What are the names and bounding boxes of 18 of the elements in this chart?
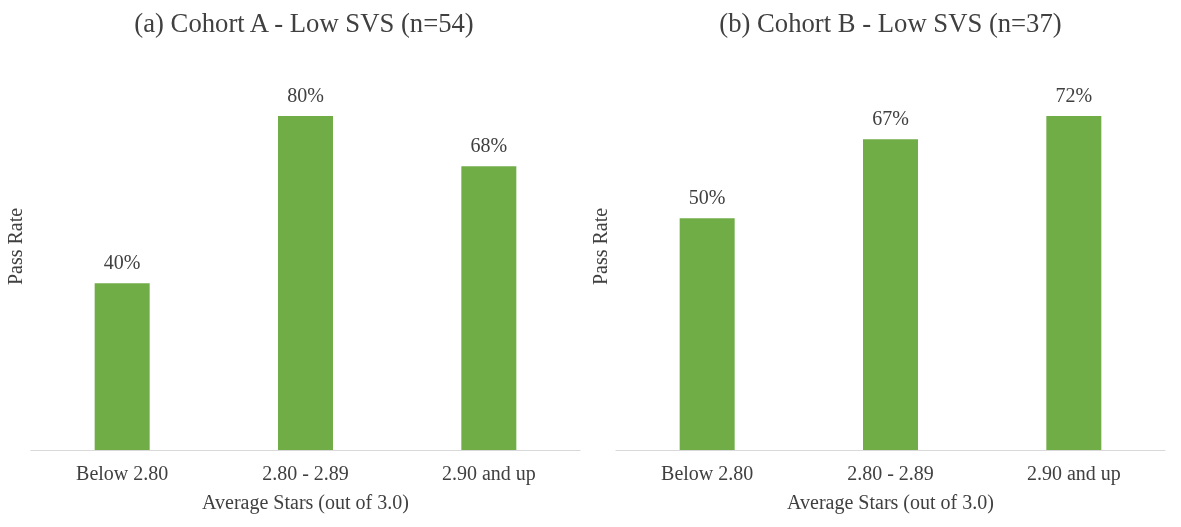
y-axis-title: Pass Rate [3,207,26,286]
x-axis-title: Average Stars (out of 3.0) [787,490,994,514]
data-label: 72% [1055,84,1093,107]
chart-title: (b) Cohort B - Low SVS (n=37) [719,7,1062,38]
x-axis-title: Average Stars (out of 3.0) [202,490,409,514]
data-label: 68% [470,134,508,157]
x-tick-label: 2.90 and up [1026,461,1121,485]
data-label: 40% [103,251,141,274]
chart-title: (a) Cohort A - Low SVS (n=54) [134,7,474,38]
x-tick-label: 2.80 - 2.89 [262,461,349,484]
data-label: 67% [872,107,909,130]
data-label: 50% [688,186,726,209]
x-tick-label: 2.80 - 2.89 [847,461,934,484]
data-label: 80% [287,84,324,107]
x-tick-label: 2.90 and up [441,461,536,485]
x-tick-label: Below 2.80 [661,461,754,484]
y-axis-title: Pass Rate [588,207,611,286]
x-tick-label: Below 2.80 [76,461,169,484]
